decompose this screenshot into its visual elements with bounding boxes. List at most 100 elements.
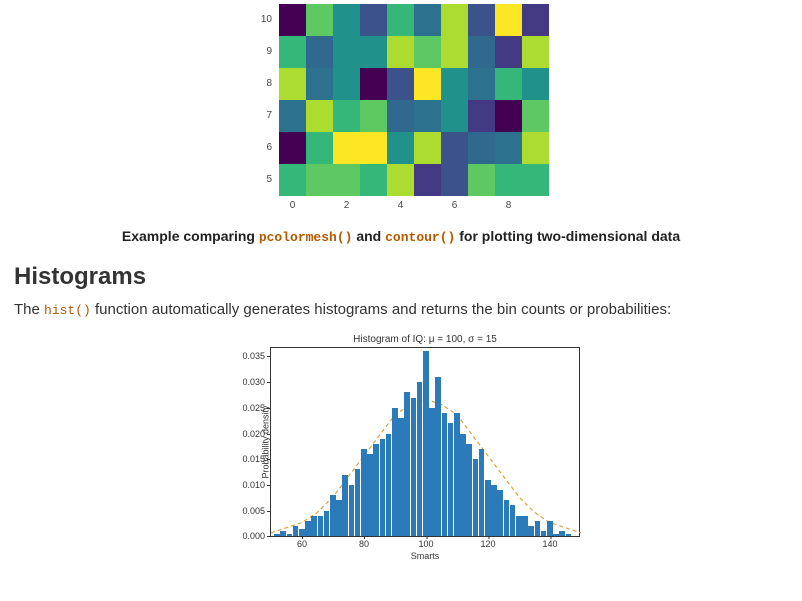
heatmap-cell	[468, 36, 495, 68]
heatmap-cell	[360, 100, 387, 132]
histogram-bar	[535, 521, 541, 536]
histogram-bar	[473, 459, 479, 536]
histogram-bar	[349, 485, 355, 536]
heatmap-region: 1098765 02468	[253, 4, 549, 214]
caption-text-2: and	[352, 228, 385, 244]
heatmap-x-tick: 0	[290, 200, 296, 211]
heatmap-y-tick: 6	[253, 132, 275, 164]
heatmap-cell	[495, 4, 522, 36]
histogram-bar	[528, 526, 534, 536]
histogram-x-tick: 120	[480, 539, 495, 549]
heatmap-figure: 1098765 02468	[14, 4, 788, 214]
heatmap-cell	[522, 36, 549, 68]
heatmap-cell	[441, 100, 468, 132]
histogram-bar	[324, 511, 330, 537]
heatmap-cell	[333, 132, 360, 164]
histogram-y-tick: 0.010	[235, 480, 265, 490]
heatmap-grid	[279, 4, 549, 196]
histogram-bar	[485, 480, 491, 536]
histogram-y-tick: 0.020	[235, 429, 265, 439]
histogram-bar	[299, 529, 305, 537]
histogram-plot-area: Probability density 0.0000.0050.0100.015…	[270, 347, 580, 537]
histogram-y-tick: 0.030	[235, 377, 265, 387]
histogram-bar	[448, 423, 454, 536]
caption-code-contour: contour()	[385, 230, 455, 245]
caption-code-pcolormesh: pcolormesh()	[259, 230, 353, 245]
heatmap-cell	[360, 132, 387, 164]
heatmap-cell	[495, 100, 522, 132]
heatmap-y-tick: 7	[253, 100, 275, 132]
heatmap-cell	[522, 68, 549, 100]
histogram-x-tick: 140	[542, 539, 557, 549]
heatmap-cell	[387, 100, 414, 132]
heatmap-cell	[333, 36, 360, 68]
histogram-bar	[373, 444, 379, 536]
histogram-bar	[460, 434, 466, 537]
heatmap-cell	[495, 164, 522, 196]
heatmap-cell	[414, 100, 441, 132]
heatmap-cell	[522, 4, 549, 36]
histogram-xlabel: Smarts	[270, 551, 580, 561]
histogram-bar	[404, 392, 410, 536]
heatmap-cell	[522, 164, 549, 196]
histogram-bar	[280, 531, 286, 536]
histogram-bar	[497, 490, 503, 536]
histogram-bar	[566, 534, 572, 537]
histogram-x-axis: 6080100120140	[271, 536, 579, 552]
heatmap-caption: Example comparing pcolormesh() and conto…	[14, 228, 788, 245]
heatmap-cell	[279, 68, 306, 100]
hist-paragraph: The hist() function automatically genera…	[14, 299, 788, 320]
histogram-bar	[522, 516, 528, 537]
heatmap-cell	[306, 100, 333, 132]
heatmap-cell	[279, 132, 306, 164]
heatmap-cell	[387, 68, 414, 100]
histogram-y-tick: 0.015	[235, 454, 265, 464]
heatmap-cell	[306, 68, 333, 100]
histogram-bar	[311, 516, 317, 537]
histogram-bar	[293, 526, 299, 536]
histogram-bar	[547, 521, 553, 536]
heatmap-cell	[414, 36, 441, 68]
heatmap-cell	[387, 132, 414, 164]
histogram-bar	[411, 398, 417, 537]
histogram-bar	[367, 454, 373, 536]
heatmap-cell	[522, 100, 549, 132]
histogram-bar	[392, 408, 398, 536]
histogram-y-axis: 0.0000.0050.0100.0150.0200.0250.0300.035	[239, 348, 269, 536]
heatmap-cell	[360, 4, 387, 36]
histogram-bar	[504, 500, 510, 536]
heatmap-cell	[360, 68, 387, 100]
histogram-bar	[417, 382, 423, 536]
histogram-bar	[553, 534, 559, 537]
caption-text-1: Example comparing	[122, 228, 259, 244]
histogram-bar	[442, 413, 448, 536]
heatmap-cell	[495, 68, 522, 100]
heatmap-cell	[279, 36, 306, 68]
histogram-bar	[342, 475, 348, 537]
heatmap-cell	[414, 164, 441, 196]
histogram-bar	[361, 449, 367, 536]
histogram-bar	[541, 531, 547, 536]
heatmap-cell	[279, 4, 306, 36]
heatmap-x-tick: 2	[344, 200, 350, 211]
heatmap-cell	[333, 4, 360, 36]
paragraph-text-2: function automatically generates histogr…	[91, 301, 671, 318]
heatmap-cell	[279, 100, 306, 132]
paragraph-code-hist: hist()	[44, 303, 91, 318]
histogram-bar	[330, 495, 336, 536]
heatmap-y-tick: 10	[253, 4, 275, 36]
histogram-bar	[398, 418, 404, 536]
histogram-y-tick: 0.000	[235, 531, 265, 541]
heatmap-cell	[387, 164, 414, 196]
paragraph-text-1: The	[14, 301, 44, 318]
heatmap-cell	[414, 4, 441, 36]
heatmap-y-axis: 1098765	[253, 4, 275, 196]
histogram-title: Histogram of IQ: μ = 100, σ = 15	[270, 334, 580, 345]
histogram-bar	[386, 434, 392, 537]
heatmap-cell	[468, 100, 495, 132]
heatmap-y-tick: 8	[253, 68, 275, 100]
histogram-bar	[454, 413, 460, 536]
heatmap-cell	[468, 68, 495, 100]
heatmap-cell	[468, 4, 495, 36]
heatmap-cell	[387, 36, 414, 68]
